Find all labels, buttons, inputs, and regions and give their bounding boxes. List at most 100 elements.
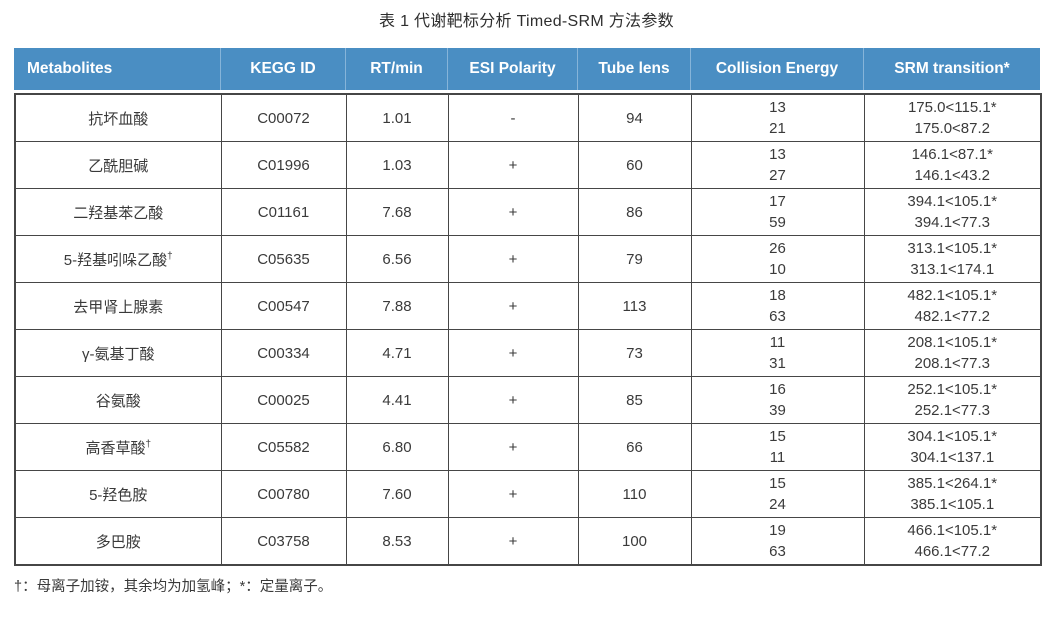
srm-transition-value: 385.1<105.1 <box>910 496 995 513</box>
srm-transition-value: 482.1<77.2 <box>914 308 991 325</box>
esi-polarity-cell: + <box>447 329 579 377</box>
metabolite-name: 去甲肾上腺素 <box>73 298 164 316</box>
srm-transition-value: 146.1<87.1* <box>911 146 993 163</box>
tube-lens-cell: 86 <box>577 188 692 236</box>
metabolite-cell: γ-氨基丁酸 <box>14 329 222 377</box>
kegg-id-cell: C00780 <box>220 470 347 518</box>
tube-lens-cell: 60 <box>577 141 692 189</box>
srm-transition-value: 304.1<105.1* <box>907 428 998 445</box>
column-header-6: SRM transition* <box>863 48 1040 90</box>
rt-cell: 1.01 <box>345 93 449 142</box>
rt-cell: 4.71 <box>345 329 449 377</box>
kegg-id-cell: C00025 <box>220 376 347 424</box>
esi-polarity-cell: + <box>447 470 579 518</box>
table-header-row: Metabolites KEGG ID RT/min ESI Polarity Tube… <box>14 48 1040 90</box>
table-row: 5-羟色胺 C00780 7.60 +110 15 24 385.1<264.1* 385.1… <box>14 470 1042 518</box>
metabolite-name: 抗坏血酸 <box>88 110 149 128</box>
table-row: 去甲肾上腺素 C00547 7.88 +113 18 63 482.1<105.1* 482.… <box>14 282 1042 330</box>
table-row: 抗坏血酸 C00072 1.01-94 13 21 175.0<115.1* 175.0<8… <box>14 93 1042 142</box>
srm-transition-value: 304.1<137.1 <box>910 449 995 466</box>
rt-cell: 4.41 <box>345 376 449 424</box>
collision-energy-cell: 11 31 <box>690 329 865 377</box>
table-body: 抗坏血酸 C00072 1.01-94 13 21 175.0<115.1* 175.0<8… <box>14 93 1042 566</box>
collision-energy-value: 11 <box>769 449 786 466</box>
collision-energy-cell: 15 24 <box>690 470 865 518</box>
tube-lens-cell: 94 <box>577 93 692 142</box>
rt-cell: 1.03 <box>345 141 449 189</box>
collision-energy-cell: 13 21 <box>690 93 865 142</box>
metabolite-name: γ-氨基丁酸 <box>82 345 155 363</box>
kegg-id-cell: C00547 <box>220 282 347 330</box>
table-row: 5-羟基吲哚乙酸† C05635 6.56 +79 26 10 313.1<105.1* 31… <box>14 235 1042 283</box>
srm-transition-value: 394.1<105.1* <box>907 193 998 210</box>
collision-energy-value: 63 <box>769 543 786 560</box>
kegg-id-cell: C05582 <box>220 423 347 471</box>
metabolite-name: 乙酰胆碱 <box>88 157 149 175</box>
srm-transition-cell: 208.1<105.1* 208.1<77.3 <box>863 329 1042 377</box>
srm-transition-value: 252.1<77.3 <box>914 402 991 419</box>
collision-energy-value: 63 <box>769 308 786 325</box>
rt-cell: 7.60 <box>345 470 449 518</box>
collision-energy-value: 24 <box>769 496 786 513</box>
srm-transition-value: 175.0<87.2 <box>914 120 991 137</box>
esi-polarity-cell: + <box>447 517 579 566</box>
rt-cell: 7.68 <box>345 188 449 236</box>
tube-lens-cell: 113 <box>577 282 692 330</box>
table-row: 高香草酸† C05582 6.80 +66 15 11 304.1<105.1* 304.1<… <box>14 423 1042 471</box>
table-title: 表 1 代谢靶标分析 Timed-SRM 方法参数 <box>379 13 674 30</box>
rt-cell: 7.88 <box>345 282 449 330</box>
collision-energy-value: 11 <box>769 334 786 351</box>
collision-energy-value: 21 <box>769 120 786 137</box>
table-row: 多巴胺 C03758 8.53 +100 19 63 466.1<105.1* 466.1<7… <box>14 517 1042 566</box>
column-header-5: Collision Energy <box>690 48 863 90</box>
srm-transition-value: 208.1<105.1* <box>907 334 998 351</box>
collision-energy-value: 31 <box>769 355 786 372</box>
srm-transition-cell: 466.1<105.1* 466.1<77.2 <box>863 517 1042 566</box>
srm-transition-cell: 252.1<105.1* 252.1<77.3 <box>863 376 1042 424</box>
srm-transition-value: 252.1<105.1* <box>907 381 998 398</box>
metabolite-cell: 5-羟基吲哚乙酸† <box>14 235 222 283</box>
srm-transition-cell: 385.1<264.1* 385.1<105.1 <box>863 470 1042 518</box>
kegg-id-cell: C00072 <box>220 93 347 142</box>
esi-polarity-cell: + <box>447 235 579 283</box>
metabolite-name: 二羟基苯乙酸 <box>73 204 164 222</box>
tube-lens-cell: 79 <box>577 235 692 283</box>
collision-energy-value: 13 <box>769 99 786 116</box>
metabolite-cell: 谷氨酸 <box>14 376 222 424</box>
metabolite-name: 多巴胺 <box>95 533 141 551</box>
column-header-3: ESI Polarity <box>447 48 577 90</box>
collision-energy-value: 59 <box>769 214 786 231</box>
metabolite-name: 谷氨酸 <box>95 392 141 410</box>
collision-energy-cell: 26 10 <box>690 235 865 283</box>
tube-lens-cell: 66 <box>577 423 692 471</box>
table-body-grid: 抗坏血酸 C00072 1.01-94 13 21 175.0<115.1* 175.0<8… <box>14 93 1042 566</box>
dagger-mark: † <box>167 250 173 262</box>
column-header-1: KEGG ID <box>220 48 345 90</box>
srm-transition-value: 394.1<77.3 <box>914 214 991 231</box>
srm-transition-value: 146.1<43.2 <box>914 167 991 184</box>
esi-polarity-cell: + <box>447 423 579 471</box>
kegg-id-cell: C05635 <box>220 235 347 283</box>
collision-energy-cell: 19 63 <box>690 517 865 566</box>
collision-energy-cell: 17 59 <box>690 188 865 236</box>
srm-transition-cell: 313.1<105.1* 313.1<174.1 <box>863 235 1042 283</box>
metabolite-name: 5-羟色胺 <box>89 486 148 504</box>
collision-energy-value: 27 <box>769 167 786 184</box>
metabolite-cell: 5-羟色胺 <box>14 470 222 518</box>
srm-transition-value: 208.1<77.3 <box>914 355 991 372</box>
table-row: 乙酰胆碱 C01996 1.03 +60 13 27 146.1<87.1* 146.1<43… <box>14 141 1042 189</box>
dagger-mark: † <box>145 438 152 450</box>
column-header-4: Tube lens <box>577 48 690 90</box>
kegg-id-cell: C01161 <box>220 188 347 236</box>
srm-transition-value: 313.1<105.1* <box>907 240 998 257</box>
collision-energy-value: 17 <box>769 193 786 210</box>
metabolite-name: 高香草酸 <box>85 439 146 457</box>
table-row: 谷氨酸 C00025 4.41 +85 16 39 252.1<105.1* 252.1<77… <box>14 376 1042 424</box>
esi-polarity-cell: + <box>447 141 579 189</box>
metabolite-name: 5-羟基吲哚乙酸 <box>63 251 168 269</box>
srm-transition-cell: 394.1<105.1* 394.1<77.3 <box>863 188 1042 236</box>
collision-energy-value: 10 <box>769 261 786 278</box>
collision-energy-value: 26 <box>769 240 786 257</box>
collision-energy-value: 15 <box>769 428 786 445</box>
